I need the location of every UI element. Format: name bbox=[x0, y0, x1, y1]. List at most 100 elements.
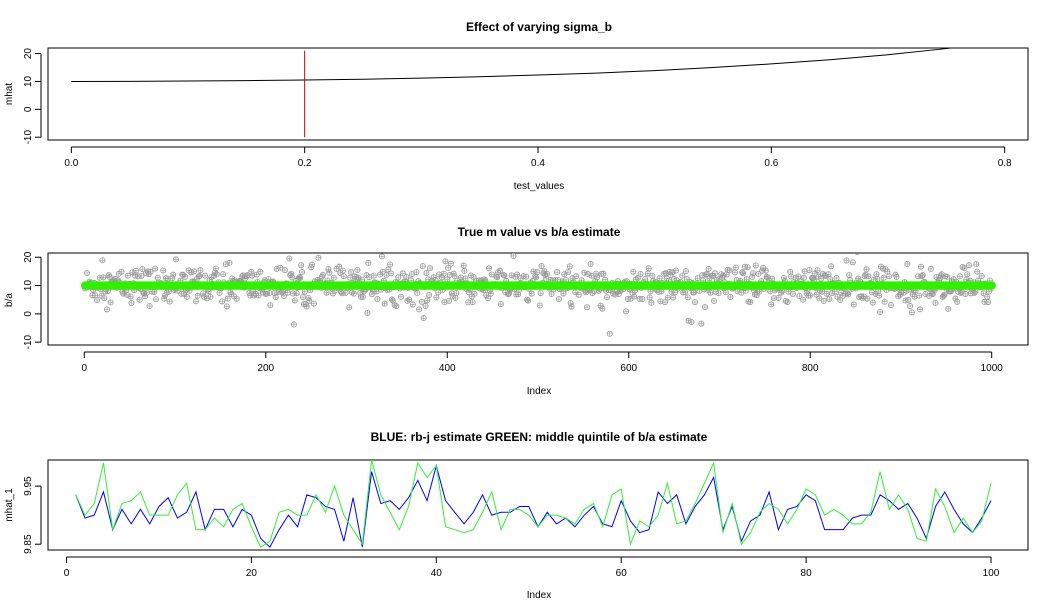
estimate-point bbox=[381, 300, 388, 307]
estimate-point bbox=[834, 293, 841, 300]
y-axis: -10 0 10 20 bbox=[23, 251, 42, 349]
estimate-point bbox=[634, 275, 641, 282]
estimate-point bbox=[346, 304, 353, 311]
estimate-point bbox=[273, 265, 280, 272]
estimate-point bbox=[932, 299, 939, 306]
estimate-point bbox=[599, 305, 606, 312]
estimate-point bbox=[379, 268, 386, 275]
estimate-point bbox=[919, 272, 926, 279]
estimate-point bbox=[248, 268, 255, 275]
estimate-point bbox=[143, 289, 150, 296]
y-tick-label: 20 bbox=[23, 251, 34, 263]
estimate-point bbox=[494, 274, 501, 281]
estimate-point bbox=[869, 299, 876, 306]
estimate-point bbox=[151, 289, 158, 296]
estimate-point bbox=[514, 271, 521, 278]
estimate-point bbox=[154, 274, 161, 281]
estimate-point bbox=[956, 273, 963, 280]
estimate-point bbox=[679, 272, 686, 279]
estimate-point bbox=[917, 306, 924, 313]
estimate-point bbox=[752, 262, 759, 269]
estimate-point bbox=[420, 315, 427, 322]
estimate-point bbox=[849, 259, 856, 266]
estimate-point bbox=[487, 290, 494, 297]
estimate-point bbox=[118, 268, 125, 275]
estimate-point bbox=[107, 299, 114, 306]
estimate-point bbox=[843, 257, 850, 264]
estimate-point bbox=[985, 299, 992, 306]
estimate-point bbox=[876, 292, 883, 299]
estimate-point bbox=[306, 297, 313, 304]
estimate-point bbox=[284, 289, 291, 296]
estimate-point bbox=[711, 297, 718, 304]
plot-marks bbox=[81, 221, 996, 337]
estimate-point-circle bbox=[342, 239, 347, 244]
estimate-point bbox=[138, 272, 145, 279]
estimate-point bbox=[224, 295, 231, 302]
chart-title: True m value vs b/a estimate bbox=[458, 225, 621, 239]
estimate-point-circle bbox=[418, 237, 423, 242]
estimate-point bbox=[554, 269, 561, 276]
estimate-point bbox=[828, 263, 835, 270]
estimate-point bbox=[223, 303, 230, 310]
estimate-point-circle bbox=[310, 221, 315, 226]
x-axis-label: test_values bbox=[514, 181, 565, 192]
y-axis-label: b/a bbox=[4, 293, 15, 307]
plot-marks bbox=[71, 48, 955, 138]
estimate-point bbox=[201, 272, 208, 279]
estimate-point bbox=[146, 303, 153, 310]
estimate-point bbox=[409, 301, 416, 308]
estimate-point bbox=[413, 269, 420, 276]
estimate-point bbox=[124, 272, 131, 279]
estimate-point bbox=[603, 294, 610, 301]
estimate-point bbox=[387, 261, 394, 268]
estimate-point bbox=[538, 263, 545, 270]
estimate-point bbox=[485, 295, 492, 302]
estimate-point bbox=[630, 268, 637, 275]
estimate-point bbox=[385, 266, 392, 273]
estimate-point bbox=[453, 289, 460, 296]
estimate-point bbox=[769, 275, 776, 282]
estimate-point bbox=[688, 318, 695, 325]
estimate-point bbox=[639, 295, 646, 302]
estimate-point bbox=[880, 274, 887, 281]
estimate-point bbox=[682, 268, 689, 275]
estimate-point bbox=[342, 239, 347, 244]
estimate-point bbox=[325, 266, 332, 273]
estimate-point bbox=[424, 297, 431, 304]
estimate-point bbox=[309, 261, 316, 268]
x-tick-label: 600 bbox=[620, 363, 637, 374]
estimate-point bbox=[496, 267, 503, 274]
estimate-point bbox=[816, 295, 823, 302]
estimate-point bbox=[572, 289, 579, 296]
estimate-point bbox=[94, 296, 101, 303]
estimate-point bbox=[645, 265, 652, 272]
estimate-point bbox=[222, 261, 229, 268]
estimate-point bbox=[96, 274, 103, 281]
estimate-point bbox=[941, 291, 948, 298]
x-tick-label: 200 bbox=[257, 363, 274, 374]
estimate-point bbox=[340, 273, 347, 280]
estimate-point bbox=[807, 292, 814, 299]
estimate-point-circle bbox=[642, 245, 647, 250]
estimate-point bbox=[220, 271, 227, 278]
estimate-point bbox=[136, 296, 143, 303]
estimate-point bbox=[727, 293, 734, 300]
estimate-point bbox=[403, 274, 410, 281]
estimate-point bbox=[161, 295, 168, 302]
estimate-point bbox=[612, 291, 619, 298]
estimate-point bbox=[694, 275, 701, 282]
estimate-point bbox=[962, 290, 969, 297]
estimate-point bbox=[974, 268, 981, 275]
plot-frame bbox=[47, 47, 1029, 141]
y-tick-label: 20 bbox=[23, 48, 34, 60]
x-tick-label: 0.2 bbox=[298, 158, 312, 169]
estimate-point bbox=[315, 254, 322, 261]
estimate-point bbox=[823, 290, 830, 297]
estimate-point bbox=[566, 263, 573, 270]
estimate-point bbox=[446, 297, 453, 304]
estimate-point bbox=[537, 290, 544, 297]
estimate-point bbox=[290, 321, 297, 328]
estimate-point bbox=[971, 289, 978, 296]
estimate-point bbox=[881, 298, 888, 305]
